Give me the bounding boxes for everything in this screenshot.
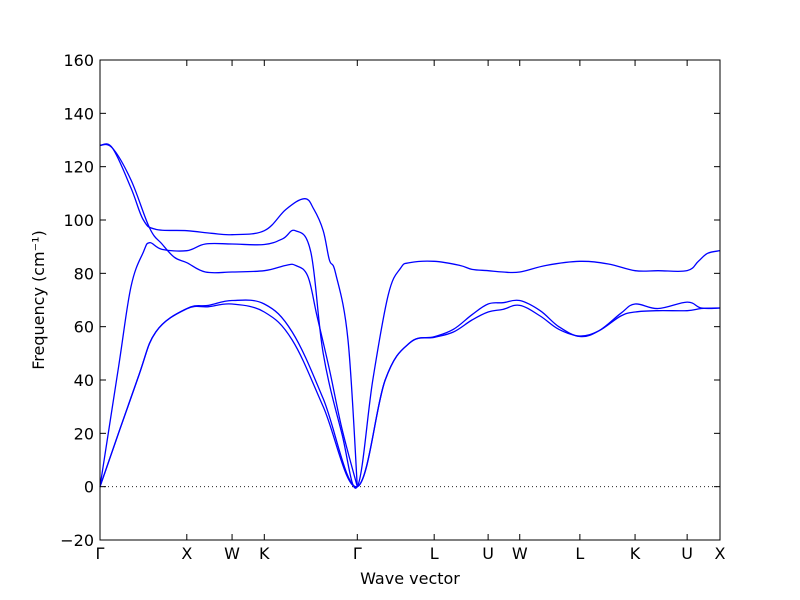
- x-axis-title: Wave vector: [360, 569, 460, 588]
- x-tick-label: L: [575, 544, 584, 563]
- x-tick-label: L: [430, 544, 439, 563]
- axis-ticks: [99, 59, 721, 541]
- phonon-band-1: [99, 303, 721, 488]
- x-tick-label: K: [630, 544, 641, 563]
- phonon-band-4: [99, 143, 358, 487]
- x-tick-label: X: [181, 544, 192, 563]
- phonon-band-3: [99, 229, 721, 489]
- y-tick-labels: −20 0 20 40 60 80 100 120 140 160: [60, 51, 94, 550]
- plot-frame: [99, 59, 721, 541]
- x-tick-label: X: [715, 544, 726, 563]
- y-tick-label: 20: [74, 424, 94, 443]
- x-tick-label: W: [224, 544, 240, 563]
- x-tick-label: K: [259, 544, 270, 563]
- phonon-band-2: [99, 299, 721, 488]
- x-tick-label: U: [681, 544, 693, 563]
- y-tick-label: −20: [60, 531, 94, 550]
- x-tick-label: W: [512, 544, 528, 563]
- x-tick-label: Γ: [96, 544, 105, 563]
- y-tick-label: 120: [63, 158, 94, 177]
- y-tick-label: 80: [74, 264, 94, 283]
- y-tick-label: 100: [63, 211, 94, 230]
- x-tick-label: U: [482, 544, 494, 563]
- y-tick-label: 40: [74, 371, 94, 390]
- x-tick-label: Γ: [353, 544, 362, 563]
- phonon-band-5: [99, 143, 358, 487]
- phonon-bands: [99, 143, 721, 489]
- y-tick-label: 60: [74, 318, 94, 337]
- y-axis-title: Frequency (cm⁻¹): [29, 230, 48, 369]
- y-tick-label: 140: [63, 104, 94, 123]
- y-tick-label: 160: [63, 51, 94, 70]
- y-tick-label: 0: [84, 478, 94, 497]
